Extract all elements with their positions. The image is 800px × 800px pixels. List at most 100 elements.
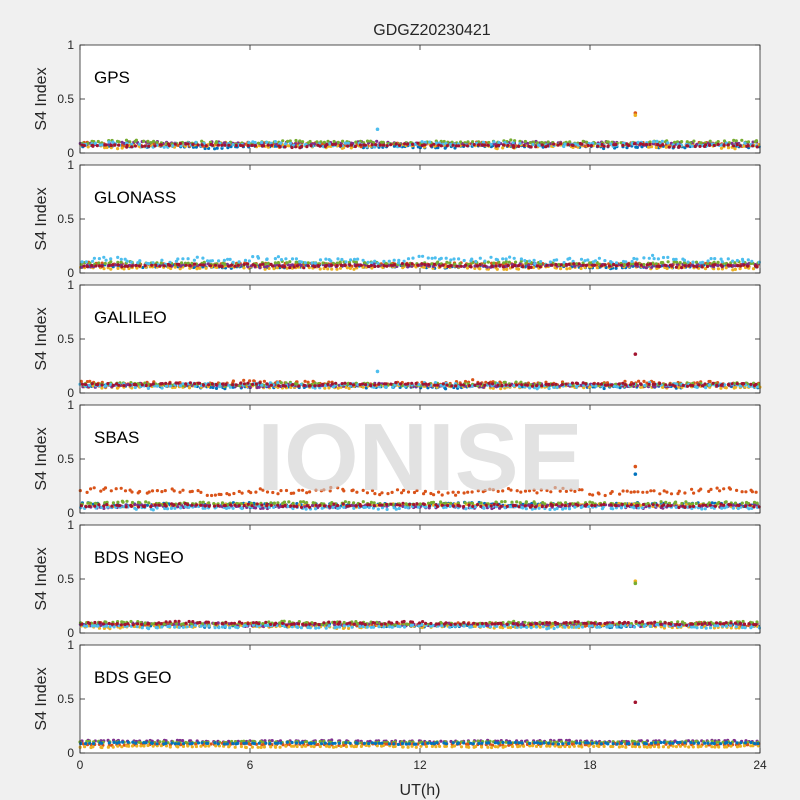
data-point [155,384,159,388]
data-point [592,382,596,386]
data-point [83,382,88,387]
data-point [204,266,208,270]
data-point [687,264,691,268]
data-point [754,382,758,386]
data-point [651,253,655,257]
data-point [591,493,595,497]
chart-title: GDGZ20230421 [373,22,491,39]
data-point [406,382,410,386]
data-point [349,146,353,150]
data-point [751,144,755,148]
data-point [584,263,589,267]
data-point [114,487,118,491]
data-point [512,256,516,260]
data-point [730,141,734,145]
outlier-point [633,352,638,356]
data-point [434,141,438,145]
data-point [265,382,269,386]
data-point [147,490,151,494]
data-point [340,382,344,386]
data-point [648,262,653,266]
data-point [410,262,414,266]
data-point [683,491,687,495]
data-point [138,489,142,494]
data-point [188,263,192,267]
data-point [581,263,585,267]
data-point [703,507,707,511]
data-point [529,265,533,269]
data-point [125,143,129,147]
data-point [691,260,695,264]
data-point [552,142,556,146]
data-point [651,261,655,265]
data-point [660,139,664,143]
data-point [171,144,175,148]
data-point [111,383,115,388]
data-point [483,259,487,263]
data-point [560,382,565,387]
data-point [95,144,99,148]
data-point [645,490,649,494]
data-point [347,260,352,264]
data-point [184,382,188,386]
data-point [384,385,388,389]
data-point [199,503,203,507]
data-point [626,262,631,266]
data-point [359,263,363,267]
data-point [534,145,538,149]
data-point [733,267,738,271]
data-point [223,141,227,145]
data-point [335,261,339,265]
data-point [501,265,505,269]
data-point [528,141,533,145]
data-point [471,140,475,144]
panel-background [80,525,760,633]
data-point [732,144,736,148]
data-point [642,262,646,267]
data-point [384,382,388,386]
data-point [213,147,217,151]
data-point [80,382,84,386]
data-point [581,139,585,143]
data-point [173,142,177,146]
data-point [147,144,151,148]
data-point [358,143,362,147]
data-point [97,261,101,265]
data-point [263,265,267,269]
data-point [178,384,183,388]
data-point [501,257,505,261]
y-tick-label: 0.5 [57,212,74,226]
data-point [591,141,595,145]
data-point [250,382,255,386]
data-point [321,382,325,386]
data-point [308,384,312,388]
data-point [575,381,580,386]
data-point [223,504,227,508]
data-point [141,265,145,270]
data-point [580,142,584,146]
data-point [190,261,194,265]
data-point [149,141,153,145]
data-point [599,264,604,268]
data-point [686,260,690,264]
data-point [730,382,734,386]
data-point [267,266,271,270]
data-point [606,383,610,387]
data-point [251,255,255,259]
data-point [223,143,227,147]
data-point [677,505,681,510]
data-point [637,379,641,383]
data-point [621,143,625,147]
data-point [429,144,433,148]
data-point [116,263,120,267]
data-point [555,258,559,262]
data-point [491,382,495,386]
data-point [254,382,258,386]
data-point [531,142,535,147]
data-point [286,139,290,143]
data-point [137,264,142,268]
data-point [650,145,654,149]
data-point [117,140,121,144]
data-point [577,262,581,266]
